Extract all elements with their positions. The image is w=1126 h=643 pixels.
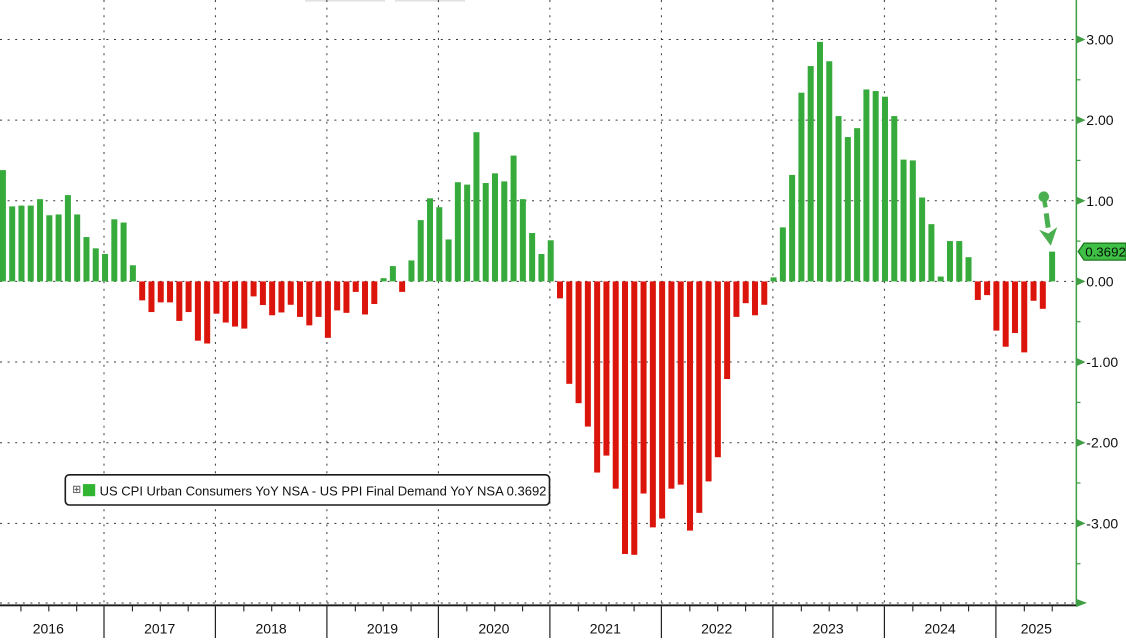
svg-text:US CPI Urban Consumers YoY NSA: US CPI Urban Consumers YoY NSA - US PPI …: [100, 484, 547, 499]
svg-text:2017: 2017: [144, 621, 175, 637]
svg-text:2016: 2016: [33, 621, 64, 637]
svg-text:2021: 2021: [590, 621, 621, 637]
svg-text:2023: 2023: [813, 621, 844, 637]
svg-text:2020: 2020: [478, 621, 509, 637]
svg-text:3.00: 3.00: [1086, 31, 1113, 47]
svg-text:2025: 2025: [1021, 621, 1052, 637]
svg-text:0.00: 0.00: [1086, 273, 1113, 289]
svg-text:2018: 2018: [256, 621, 287, 637]
svg-text:2022: 2022: [701, 621, 732, 637]
svg-text:-2.00: -2.00: [1086, 435, 1118, 451]
svg-text:1.00: 1.00: [1086, 193, 1113, 209]
svg-text:2019: 2019: [367, 621, 398, 637]
svg-text:2.00: 2.00: [1086, 112, 1113, 128]
svg-text:0.3692: 0.3692: [1085, 245, 1126, 260]
svg-text:2024: 2024: [925, 621, 956, 637]
svg-text:-1.00: -1.00: [1086, 354, 1118, 370]
svg-text:-3.00: -3.00: [1086, 515, 1118, 531]
